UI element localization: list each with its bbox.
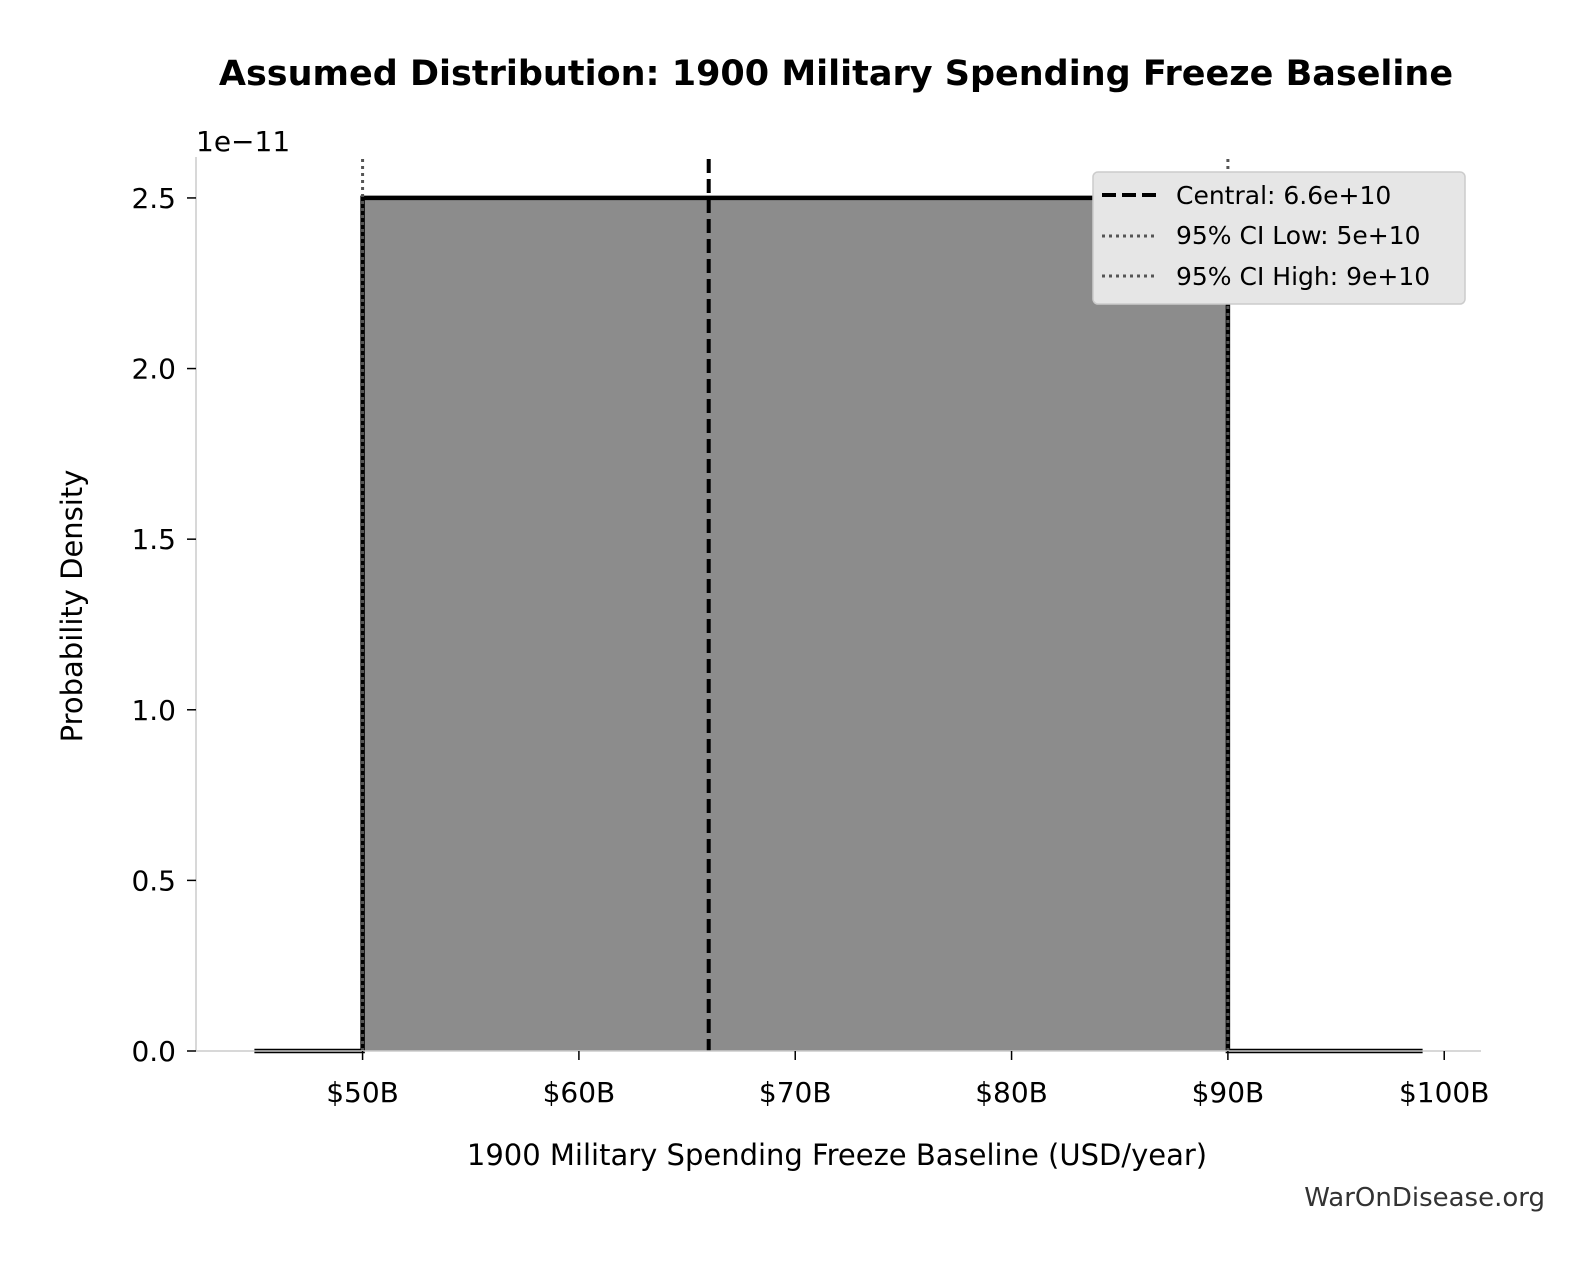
y-tick-label: 0.0 bbox=[131, 1035, 176, 1068]
x-axis: $50B $60B $70B $80B $90B $100B bbox=[196, 1050, 1489, 1109]
y-tick-label: 0.5 bbox=[131, 864, 176, 897]
x-tick-label: $50B bbox=[326, 1076, 399, 1109]
chart-title: Assumed Distribution: 1900 Military Spen… bbox=[219, 54, 1453, 94]
y-tick-label: 2.5 bbox=[131, 182, 176, 215]
legend-box bbox=[1092, 171, 1466, 305]
x-tick-label: $100B bbox=[1399, 1076, 1489, 1109]
y-axis: 0.0 0.5 1.0 1.5 2.0 2.5 bbox=[131, 157, 197, 1068]
legend: Central: 6.6e+10 95% CI Low: 5e+10 95% C… bbox=[1092, 171, 1466, 305]
legend-label-ci-low: 95% CI Low: 5e+10 bbox=[1176, 221, 1421, 250]
distribution-fill bbox=[254, 197, 1423, 1051]
x-tick-label: $80B bbox=[975, 1076, 1048, 1109]
y-tick-label: 1.0 bbox=[131, 694, 176, 727]
legend-label-central: Central: 6.6e+10 bbox=[1176, 181, 1391, 210]
x-tick-label: $90B bbox=[1192, 1076, 1265, 1109]
y-offset-label: 1e−11 bbox=[196, 125, 290, 158]
x-tick-label: $60B bbox=[543, 1076, 616, 1109]
x-tick-label: $70B bbox=[759, 1076, 832, 1109]
y-tick-label: 2.0 bbox=[131, 353, 176, 386]
watermark: WarOnDisease.org bbox=[1304, 1183, 1545, 1213]
x-axis-label: 1900 Military Spending Freeze Baseline (… bbox=[467, 1138, 1207, 1172]
y-axis-label: Probability Density bbox=[55, 470, 89, 743]
legend-label-ci-high: 95% CI High: 9e+10 bbox=[1176, 262, 1430, 291]
y-tick-label: 1.5 bbox=[131, 523, 176, 556]
